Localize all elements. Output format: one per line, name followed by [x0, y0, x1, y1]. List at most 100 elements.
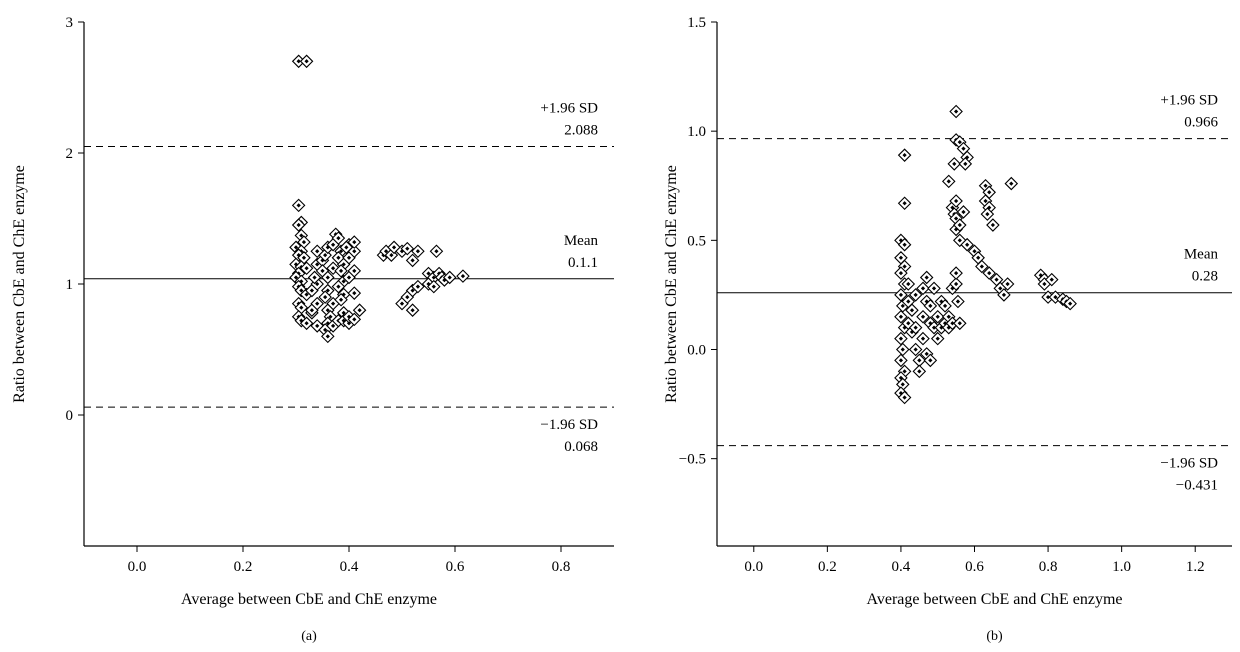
- data-point-center: [913, 347, 918, 352]
- data-point-center: [920, 336, 926, 341]
- data-point-center: [299, 233, 304, 238]
- data-point-center: [909, 308, 915, 313]
- data-point-center: [1068, 301, 1073, 306]
- data-point-center: [1001, 292, 1007, 298]
- data-point-center: [955, 299, 961, 304]
- reference-line-value: 0.28: [1192, 269, 1218, 285]
- data-point-center: [325, 308, 330, 313]
- reference-line-label: −1.96 SD: [1160, 456, 1218, 472]
- data-point-center: [983, 183, 988, 188]
- data-point-center: [953, 198, 959, 204]
- data-point-center: [946, 314, 951, 319]
- reference-line-value: 0.1.1: [568, 255, 598, 271]
- x-tick-label: 0.0: [744, 559, 763, 575]
- data-point-center: [301, 239, 307, 245]
- data-point-center: [1049, 277, 1054, 282]
- data-point-center: [906, 299, 911, 304]
- data-point-center: [953, 281, 959, 287]
- y-tick-label: 0.0: [687, 343, 706, 359]
- chart-panel-a: 0.0 0.2 0.4 0.6 0.8 0 1 2 3 +1.96 SD 2.088 Mean 0.1.…: [11, 15, 614, 644]
- data-point-center: [900, 382, 905, 387]
- x-tick-label: 0.4: [340, 559, 359, 575]
- data-point-center: [352, 239, 357, 245]
- reference-line-label: −1.96 SD: [540, 417, 598, 433]
- data-point-center: [325, 275, 330, 280]
- data-point-center: [1009, 181, 1014, 186]
- data-point-center: [953, 216, 959, 221]
- data-point-center: [330, 242, 336, 247]
- data-point-center: [994, 277, 999, 282]
- x-tick-label: 0.2: [818, 559, 837, 575]
- data-point-center: [323, 253, 328, 258]
- data-point-center: [917, 369, 922, 374]
- data-point-center: [906, 281, 911, 287]
- data-point-center: [434, 249, 439, 254]
- data-point-center: [957, 139, 962, 145]
- data-point-center: [301, 255, 307, 260]
- data-point-center: [965, 242, 970, 247]
- data-points: [894, 104, 1077, 405]
- data-point-center: [299, 288, 304, 293]
- data-point-center: [341, 279, 346, 284]
- reference-line-label: Mean: [1184, 247, 1219, 263]
- data-point-center: [902, 201, 907, 206]
- y-axis-label: Ratio between CbE and ChE enzyme: [11, 165, 28, 403]
- chart-panel-b: 0.0 0.2 0.4 0.6 0.8 1.0 1.2 −0.5 0.0 0.5 1.0 1.5 +1.…: [663, 15, 1232, 644]
- reference-line-value: 0.966: [1184, 115, 1218, 131]
- data-point-center: [928, 303, 933, 308]
- data-point-center: [902, 242, 907, 247]
- data-point-center: [391, 245, 397, 250]
- data-point-center: [998, 286, 1003, 291]
- data-point-center: [315, 249, 320, 254]
- data-point-center: [346, 255, 352, 260]
- y-tick-label: 1.5: [687, 15, 706, 31]
- x-axis-label: Average between CbE and ChE enzyme: [181, 591, 437, 608]
- data-point-center: [902, 395, 907, 400]
- data-point-center: [399, 301, 405, 306]
- data-point-center: [315, 262, 320, 267]
- data-point-center: [410, 308, 415, 313]
- data-point-center: [898, 270, 904, 276]
- data-point-center: [426, 271, 431, 276]
- panel-label: (b): [986, 629, 1003, 644]
- data-point-center: [1045, 294, 1051, 300]
- data-point-center: [985, 212, 990, 217]
- data-point-center: [924, 275, 929, 280]
- data-point-center: [924, 351, 929, 356]
- data-point-center: [338, 249, 344, 254]
- data-point-center: [913, 292, 918, 298]
- data-point-center: [902, 264, 907, 269]
- data-point-center: [299, 305, 304, 310]
- y-tick-label: −0.5: [679, 452, 706, 468]
- data-point-center: [957, 222, 962, 228]
- reference-line-value: −0.431: [1176, 478, 1218, 494]
- data-point-center: [447, 275, 452, 280]
- data-point-center: [946, 179, 951, 184]
- data-point-center: [405, 294, 410, 300]
- data-point-center: [987, 270, 992, 276]
- data-point-center: [346, 275, 352, 280]
- reference-line-label: Mean: [564, 233, 599, 249]
- data-point-center: [415, 284, 421, 289]
- data-point-center: [338, 268, 344, 274]
- data-point-center: [431, 275, 436, 280]
- data-point-center: [415, 249, 421, 254]
- x-tick-label: 0.6: [446, 559, 465, 575]
- data-point-center: [315, 301, 320, 306]
- data-point-center: [293, 245, 299, 250]
- data-point-center: [323, 294, 328, 300]
- data-point-center: [323, 327, 328, 332]
- y-axis-label: Ratio between CbE and ChE enzyme: [663, 165, 680, 403]
- y-tick-label: 0.5: [687, 233, 706, 249]
- x-tick-label: 0.8: [552, 559, 571, 575]
- data-point-center: [935, 314, 940, 319]
- data-point-center: [972, 249, 977, 254]
- data-point-center: [931, 325, 937, 330]
- data-point-center: [312, 275, 317, 280]
- data-point-center: [1053, 294, 1058, 300]
- reference-line-label: +1.96 SD: [540, 100, 598, 116]
- x-tick-label: 1.0: [1112, 559, 1131, 575]
- x-tick-label: 1.2: [1186, 559, 1205, 575]
- data-point-center: [383, 249, 389, 254]
- data-point-center: [990, 222, 996, 228]
